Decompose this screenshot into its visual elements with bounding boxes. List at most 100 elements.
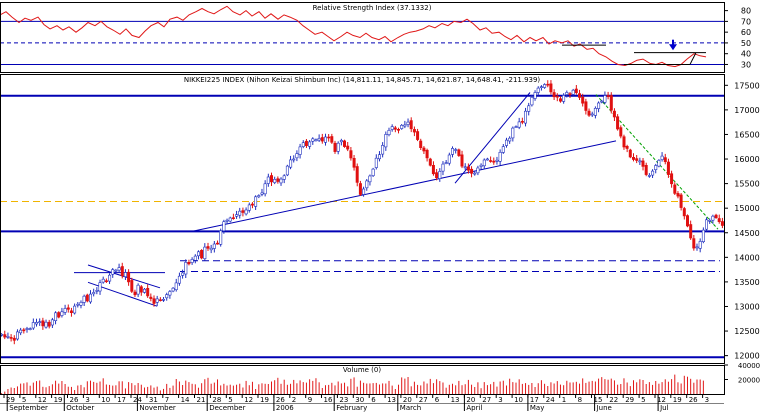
candle-body (228, 217, 232, 222)
candle-body (365, 180, 369, 189)
price-tick-label: 16000 (734, 155, 759, 164)
candle-body (479, 164, 483, 167)
candle-body (581, 96, 585, 104)
panel-frame-1 (0, 74, 725, 364)
x-tick-label: 6 (435, 396, 440, 404)
candle-body (187, 261, 191, 265)
candle-body (133, 291, 137, 296)
candle-body (152, 298, 156, 304)
candle-body (79, 301, 83, 306)
candle-body (717, 218, 721, 223)
candle-body (663, 157, 667, 163)
candle-body (181, 272, 185, 276)
rsi-line (0, 5, 707, 68)
candle-body (339, 140, 343, 143)
month-label: February (336, 404, 367, 412)
candle-body (165, 294, 169, 299)
x-tick-label: 15 (594, 396, 603, 404)
price-tick-label: 12000 (734, 352, 759, 361)
candle-body (616, 116, 620, 130)
candle-body (555, 95, 559, 98)
volume-tick-label: 40000 (738, 362, 760, 370)
x-tick-label: 9 (308, 396, 312, 404)
candle-body (269, 175, 273, 183)
candle-body (69, 310, 73, 313)
candle-body (323, 136, 327, 143)
candle-body (19, 329, 23, 334)
rsi-tick-label: 30 (741, 60, 751, 69)
candle-body (162, 298, 166, 301)
candle-body (85, 294, 89, 302)
candle-body (63, 308, 67, 313)
candle-body (568, 93, 572, 95)
candle-body (571, 89, 575, 95)
candle-body (590, 113, 594, 116)
candle-body (403, 124, 407, 127)
candle-body (543, 84, 547, 88)
candle-body (336, 142, 340, 152)
candle-body (235, 214, 239, 217)
candle-body (492, 160, 496, 163)
candle-body (377, 154, 381, 160)
candle-body (89, 293, 93, 303)
candle-body (212, 243, 216, 249)
volume-tick-label: 20000 (738, 377, 760, 385)
candle-body (514, 126, 518, 128)
price-tick-label: 17500 (734, 81, 759, 90)
rsi-tick-label: 70 (741, 17, 751, 26)
candle-body (692, 238, 696, 249)
month-label: April (466, 404, 482, 412)
price-tick-label: 13500 (734, 278, 759, 287)
candle-body (292, 158, 296, 161)
candle-body (644, 165, 648, 175)
candle-body (342, 140, 346, 147)
candle-body (111, 269, 115, 275)
candle-body (431, 165, 435, 175)
candle-body (539, 86, 543, 88)
candle-body (619, 127, 623, 137)
x-tick-label: 10 (101, 396, 110, 404)
x-tick-label: 2 (292, 396, 296, 404)
month-label: November (139, 404, 176, 412)
candle-body (384, 134, 388, 148)
panel-frame-0 (0, 2, 725, 73)
candle-body (558, 98, 562, 102)
candle-body (349, 150, 353, 159)
candle-body (473, 172, 477, 175)
candle-body (631, 157, 635, 160)
month-label: September (9, 404, 48, 412)
price-tick-label: 14500 (734, 229, 759, 238)
candle-body (362, 188, 366, 195)
candle-body (660, 155, 664, 161)
candle-body (390, 126, 394, 130)
rsi-title: Relative Strength Index (37.1332) (313, 4, 432, 12)
candle-body (714, 214, 718, 219)
candle-body (511, 127, 515, 139)
volume-title: Volume (0) (343, 366, 381, 374)
x-tick-label: 31 (149, 396, 158, 404)
candle-body (47, 321, 51, 327)
candle-body (552, 92, 556, 98)
candle-body (73, 305, 77, 314)
candle-body (495, 159, 499, 162)
candle-body (587, 110, 591, 116)
candle-body (504, 139, 508, 146)
candle-body (704, 219, 708, 230)
candle-body (57, 312, 61, 318)
candle-body (317, 138, 321, 141)
x-tick-label: 23 (339, 396, 348, 404)
month-label: March (400, 404, 421, 412)
candle-body (584, 101, 588, 111)
x-tick-label: 14 (181, 396, 190, 404)
candle-body (597, 102, 601, 109)
x-tick-label: 17 (117, 396, 126, 404)
candle-body (406, 121, 410, 125)
candle-body (577, 93, 581, 98)
candle-body (206, 246, 210, 249)
x-tick-label: 27 (419, 396, 428, 404)
candle-body (393, 127, 397, 130)
candle-body (34, 322, 38, 325)
candle-body (184, 261, 188, 275)
candle-body (628, 149, 632, 158)
